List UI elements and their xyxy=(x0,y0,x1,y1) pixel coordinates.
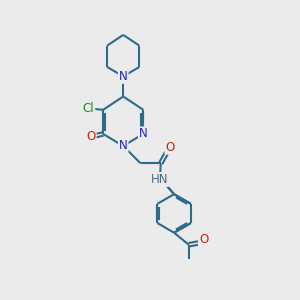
Text: O: O xyxy=(166,141,175,154)
Text: HN: HN xyxy=(151,173,168,186)
Text: N: N xyxy=(119,70,128,83)
Text: O: O xyxy=(199,233,208,246)
Text: N: N xyxy=(139,128,148,140)
Text: Cl: Cl xyxy=(82,102,94,115)
Text: O: O xyxy=(86,130,96,143)
Text: N: N xyxy=(119,140,128,152)
